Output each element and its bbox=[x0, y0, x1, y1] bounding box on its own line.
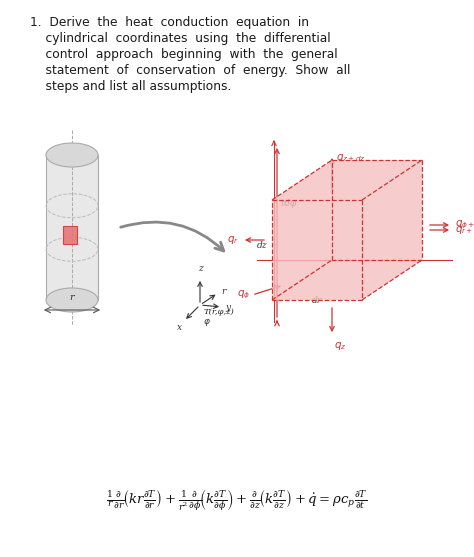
Text: cylindrical  coordinates  using  the  differential: cylindrical coordinates using the differ… bbox=[30, 32, 331, 45]
Text: y: y bbox=[225, 302, 230, 311]
Polygon shape bbox=[362, 160, 422, 300]
Text: r: r bbox=[70, 293, 74, 302]
Text: φ: φ bbox=[204, 317, 210, 326]
Text: T(r,φ,z): T(r,φ,z) bbox=[204, 308, 235, 316]
Text: $q_{z+dz}$: $q_{z+dz}$ bbox=[336, 152, 366, 164]
Polygon shape bbox=[272, 160, 422, 200]
Text: $q_r$: $q_r$ bbox=[227, 234, 239, 246]
Text: steps and list all assumptions.: steps and list all assumptions. bbox=[30, 80, 231, 93]
Ellipse shape bbox=[46, 288, 98, 312]
Bar bbox=[63, 226, 77, 244]
Text: $q_{\phi+d\phi}$: $q_{\phi+d\phi}$ bbox=[455, 219, 474, 231]
Text: rdφ: rdφ bbox=[280, 199, 296, 208]
Text: z: z bbox=[198, 264, 202, 273]
Text: $q_{r+dr}$: $q_{r+dr}$ bbox=[455, 224, 474, 236]
Text: $q_\phi$: $q_\phi$ bbox=[237, 289, 250, 301]
Text: control  approach  beginning  with  the  general: control approach beginning with the gene… bbox=[30, 48, 337, 61]
Ellipse shape bbox=[46, 143, 98, 167]
Text: x: x bbox=[177, 323, 182, 332]
Text: dz: dz bbox=[256, 241, 267, 250]
Text: 1.  Derive  the  heat  conduction  equation  in: 1. Derive the heat conduction equation i… bbox=[30, 16, 309, 29]
Text: r: r bbox=[221, 286, 225, 296]
Text: $\frac{1}{r}\frac{\partial}{\partial r}\!\left(kr\frac{\partial T}{\partial r}\r: $\frac{1}{r}\frac{\partial}{\partial r}\… bbox=[106, 487, 368, 513]
Bar bbox=[46, 155, 98, 300]
Text: $q_z$: $q_z$ bbox=[334, 340, 346, 352]
Text: statement  of  conservation  of  energy.  Show  all: statement of conservation of energy. Sho… bbox=[30, 64, 350, 77]
Text: dr: dr bbox=[312, 296, 322, 305]
Polygon shape bbox=[272, 200, 362, 300]
